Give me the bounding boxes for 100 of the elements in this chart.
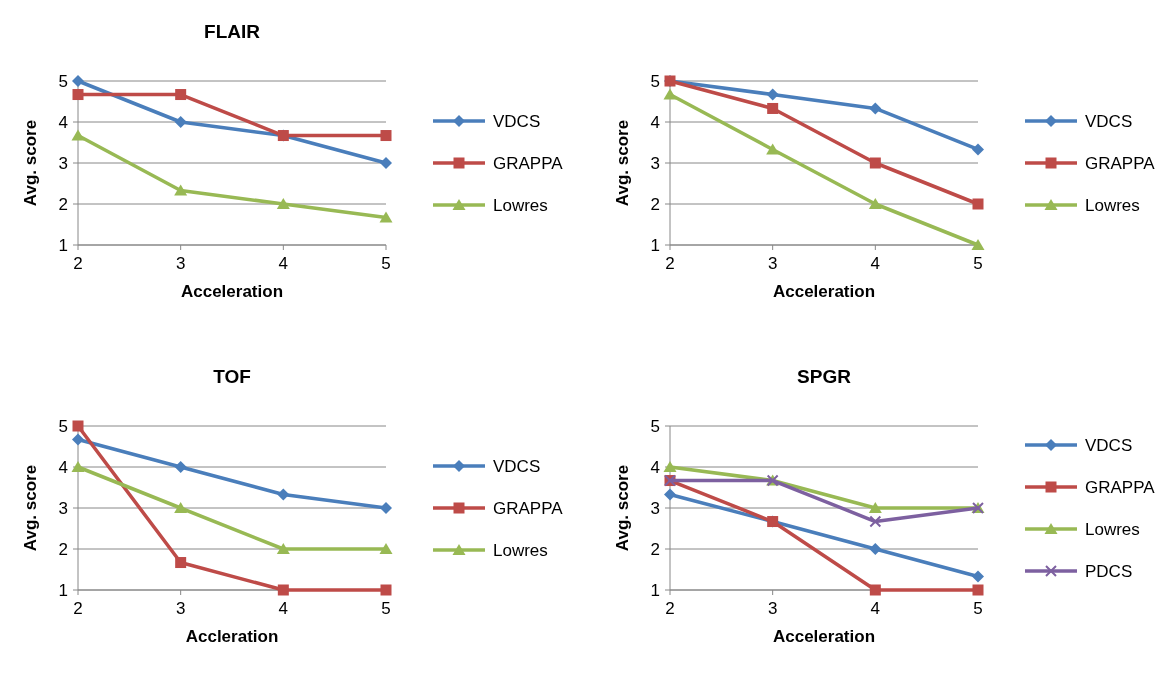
x-tick-label: 5 [973, 254, 983, 273]
x-tick-label: 3 [175, 254, 186, 273]
legend-label: Lowres [1085, 196, 1140, 215]
chart-title: SPGR [797, 366, 852, 387]
x-tick-label: 4 [278, 599, 289, 618]
legend-label: GRAPPA [1085, 154, 1156, 173]
x-tick-label: 3 [767, 254, 778, 273]
y-tick-label: 3 [58, 499, 68, 518]
y-tick-label: 1 [58, 581, 68, 600]
point [766, 143, 780, 155]
legend-label: GRAPPA [493, 499, 564, 518]
point [380, 130, 392, 142]
point [72, 89, 84, 101]
point [380, 502, 392, 514]
y-axis-title: Avg. score [21, 119, 40, 207]
point [174, 502, 188, 513]
x-tick-label: 2 [665, 599, 675, 618]
point [380, 584, 392, 596]
point [72, 433, 84, 446]
point [277, 584, 289, 596]
y-tick-label: 5 [650, 417, 660, 436]
point [663, 461, 677, 472]
y-tick-label: 5 [650, 72, 660, 91]
point [174, 184, 188, 196]
point [72, 75, 84, 87]
legend-label: GRAPPA [493, 154, 564, 173]
point [175, 89, 187, 101]
legend-label: VDCS [493, 112, 541, 131]
y-tick-label: 3 [650, 499, 660, 518]
x-tick-label: 3 [175, 599, 186, 618]
x-axis-title: Acceleration [772, 627, 876, 646]
point [174, 116, 187, 128]
point [277, 488, 290, 501]
y-tick-label: 3 [58, 154, 68, 173]
point [663, 88, 677, 100]
x-tick-label: 4 [870, 254, 881, 273]
point [869, 157, 881, 169]
legend-label: Lowres [1085, 520, 1140, 539]
y-tick-label: 1 [650, 236, 660, 255]
x-axis-title: Accleration [185, 627, 279, 646]
point [379, 543, 393, 554]
point [869, 543, 882, 555]
y-tick-label: 4 [650, 113, 660, 132]
point [71, 461, 85, 472]
y-tick-label: 4 [58, 458, 68, 477]
point [664, 488, 676, 501]
legend-label: VDCS [1085, 436, 1133, 455]
y-tick-label: 4 [58, 113, 68, 132]
point [972, 198, 984, 210]
legend-label: Lowres [493, 541, 548, 560]
point [379, 211, 393, 223]
point [276, 198, 290, 209]
point [868, 502, 882, 513]
y-tick-label: 1 [650, 581, 660, 600]
point [767, 102, 779, 114]
x-axis-title: Acceleration [180, 282, 284, 301]
point [972, 570, 984, 583]
x-tick-label: 5 [381, 254, 391, 273]
point [380, 157, 392, 169]
x-tick-label: 2 [73, 254, 83, 273]
point [972, 143, 984, 156]
y-tick-label: 2 [650, 195, 660, 214]
y-tick-label: 5 [58, 72, 68, 91]
y-axis-title: Avg. score [613, 119, 632, 207]
legend-label: VDCS [493, 457, 541, 476]
y-tick-label: 2 [58, 195, 68, 214]
point [174, 461, 187, 473]
point [175, 557, 187, 569]
chart-title: TOF [213, 366, 251, 387]
point [868, 198, 882, 209]
legend-label: PDCS [1085, 562, 1133, 581]
legend-label: Lowres [493, 196, 548, 215]
y-tick-label: 2 [58, 540, 68, 559]
legend-label: GRAPPA [1085, 478, 1156, 497]
y-axis-title: Avg. score [613, 464, 632, 552]
y-tick-label: 3 [650, 154, 660, 173]
legend-label: VDCS [1085, 112, 1133, 131]
x-tick-label: 4 [870, 599, 881, 618]
x-tick-label: 5 [973, 599, 983, 618]
point [972, 584, 984, 596]
point [971, 239, 985, 250]
y-axis-title: Avg. score [21, 464, 40, 552]
y-tick-label: 2 [650, 540, 660, 559]
x-tick-label: 2 [665, 254, 675, 273]
point [71, 129, 85, 141]
y-tick-label: 1 [58, 236, 68, 255]
y-tick-label: 4 [650, 458, 660, 477]
point [869, 584, 881, 596]
point [869, 102, 882, 115]
y-tick-label: 5 [58, 417, 68, 436]
point [869, 515, 882, 528]
point [72, 420, 84, 432]
x-tick-label: 3 [767, 599, 778, 618]
point [276, 543, 290, 554]
x-tick-label: 2 [73, 599, 83, 618]
chart-title: FLAIR [204, 21, 261, 42]
x-tick-label: 5 [381, 599, 391, 618]
x-tick-label: 4 [278, 254, 289, 273]
x-axis-title: Acceleration [772, 282, 876, 301]
point [766, 88, 779, 101]
